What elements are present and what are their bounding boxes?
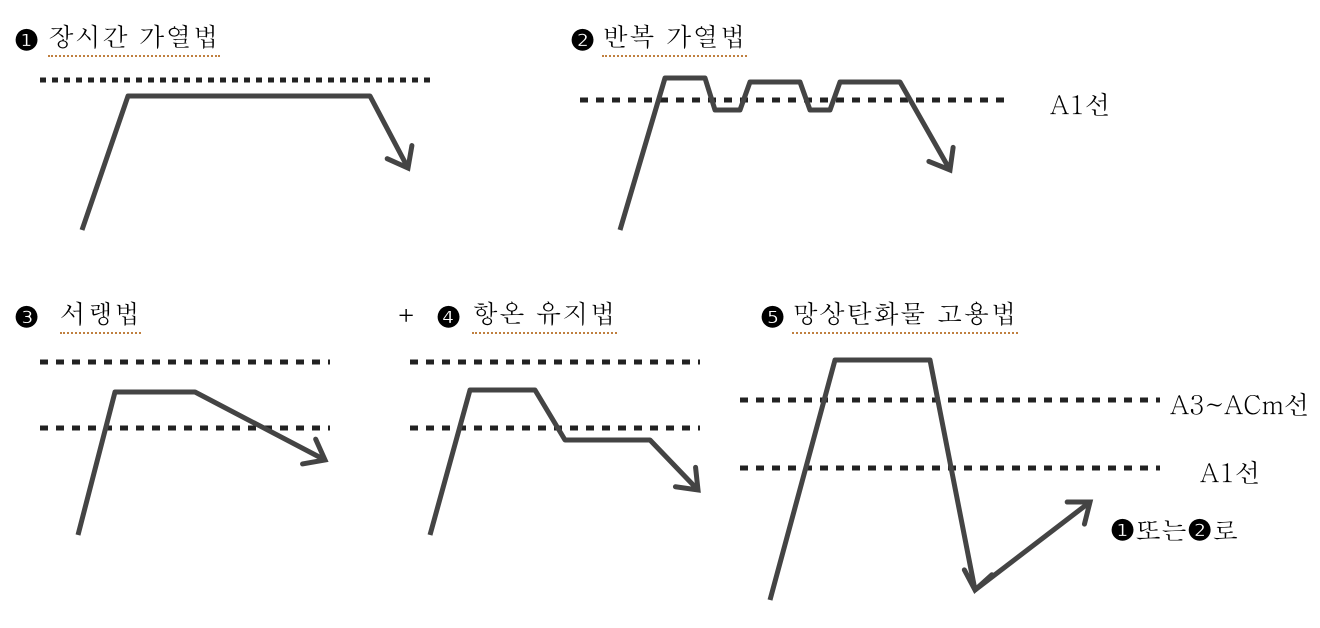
panel5-graph: [0, 0, 1200, 628]
panel5-a1-label: A1선: [1200, 454, 1261, 490]
panel5-goto-label: ❶또는❷로: [1110, 508, 1238, 548]
panel5-a3acm-label: A3~ACm선: [1170, 386, 1310, 422]
